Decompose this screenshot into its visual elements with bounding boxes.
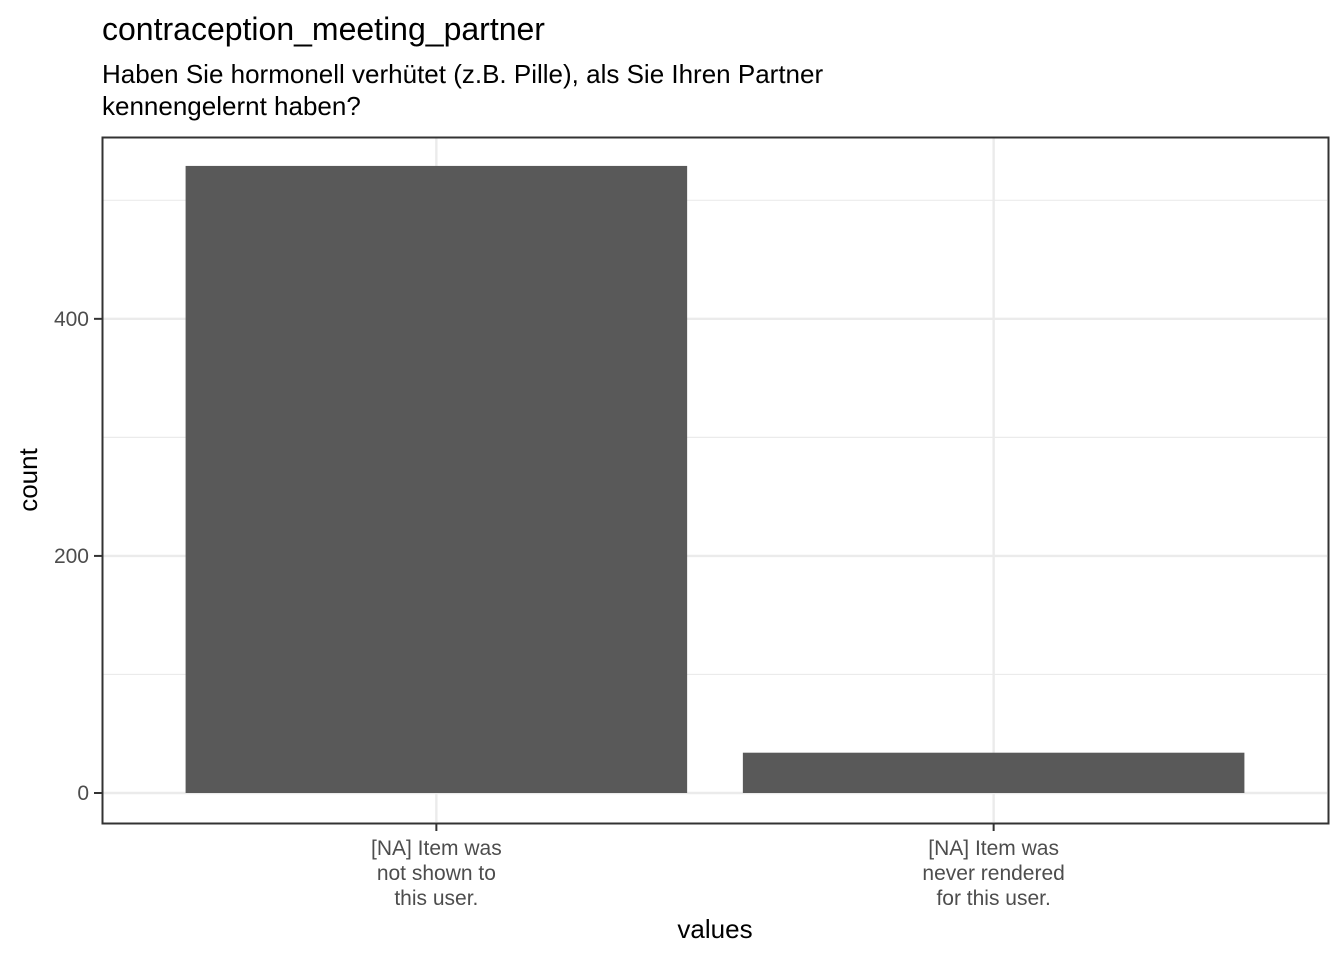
y-tick-label: 0 xyxy=(77,782,89,805)
y-axis-title: count xyxy=(13,447,43,511)
x-axis-title: values xyxy=(677,914,752,944)
bar xyxy=(742,752,1245,793)
x-tick-label: [NA] Item was never rendered for this user… xyxy=(922,837,1064,910)
x-axis: [NA] Item was not shown to this user. [NA] … xyxy=(371,823,1065,910)
chart-title: contraception_meeting_partner xyxy=(102,11,545,47)
panel-border xyxy=(101,136,1330,825)
bar xyxy=(185,165,688,793)
y-tick-label: 400 xyxy=(54,308,89,331)
chart-subtitle-line-2: kennengelernt haben? xyxy=(102,91,361,121)
x-tick-label: [NA] Item was not shown to this user. xyxy=(371,837,502,910)
y-axis: 0 200 400 xyxy=(54,308,102,805)
bars xyxy=(185,165,1245,793)
y-tick-label: 200 xyxy=(54,545,89,568)
chart-subtitle-line-1: Haben Sie hormonell verhütet (z.B. Pille… xyxy=(102,59,823,89)
